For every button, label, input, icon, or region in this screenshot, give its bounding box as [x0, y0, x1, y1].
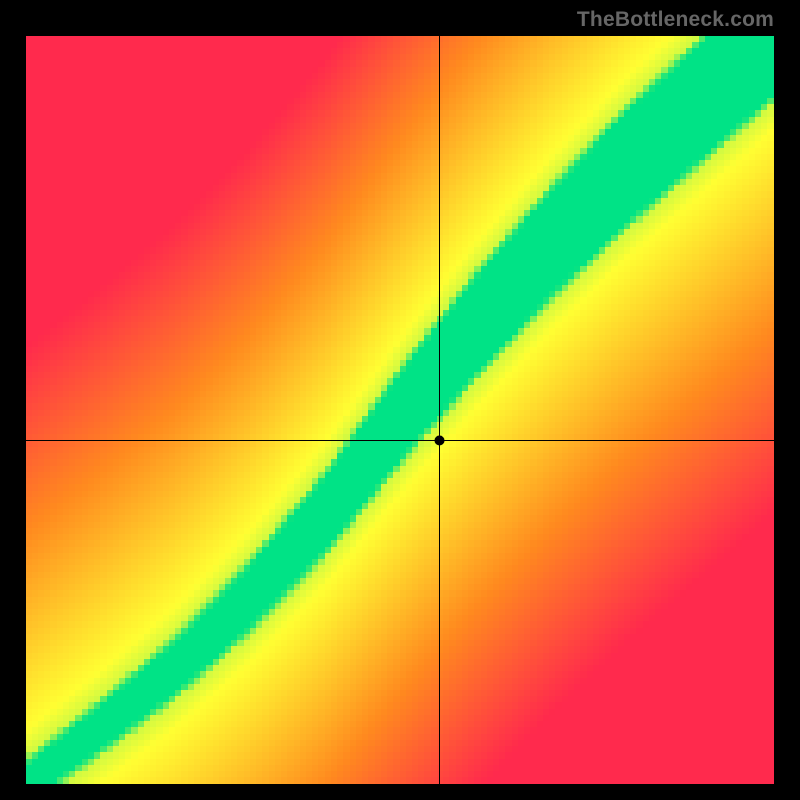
bottleneck-heatmap [26, 36, 774, 784]
heatmap-canvas [26, 36, 774, 784]
page-root: TheBottleneck.com [0, 0, 800, 800]
watermark-text: TheBottleneck.com [577, 8, 774, 32]
